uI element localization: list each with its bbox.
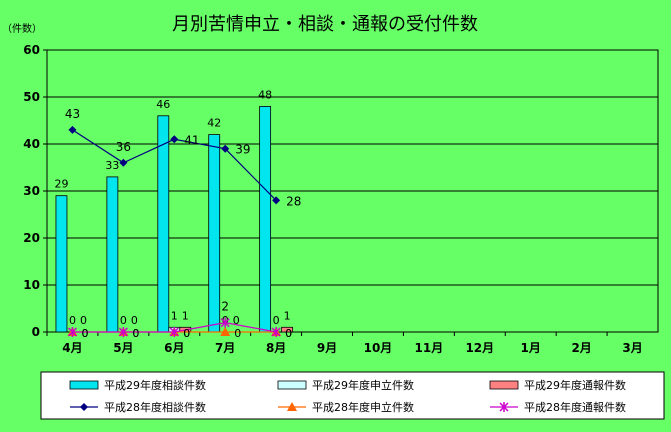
legend-box (40, 371, 665, 420)
bar-data-label: 1 (284, 309, 291, 322)
legend-swatch (277, 380, 307, 390)
legend-label: 平成29年度相談件数 (104, 378, 206, 392)
line-point (271, 327, 281, 337)
line-data-label: 43 (65, 107, 80, 121)
line-point (221, 144, 230, 153)
line-data-label: 0 (285, 327, 292, 340)
legend-marker (499, 402, 509, 412)
x-tick-label: 5月 (113, 341, 133, 355)
line-data-label: 0 (183, 327, 190, 340)
bar (157, 115, 170, 333)
bar-data-label: 0 (131, 314, 138, 327)
bar (55, 195, 68, 333)
line-data-label: 0 (81, 327, 88, 340)
legend-label: 平成28年度相談件数 (104, 400, 206, 414)
line-data-label: 0 (132, 327, 139, 340)
x-tick-label: 6月 (164, 341, 184, 355)
y-tick-label: 30 (23, 184, 40, 198)
line-data-label: 36 (116, 140, 131, 154)
bar-data-label: 29 (54, 178, 68, 191)
line-point (220, 327, 231, 336)
legend-label: 平成29年度申立件数 (312, 378, 414, 392)
line-point (170, 135, 179, 144)
legend: 平成29年度相談件数 平成29年度申立件数 平成29年度通報件数平成28年度相談件数… (40, 371, 665, 420)
bar-data-label: 0 (80, 314, 87, 327)
line-data-label: 0 (81, 327, 88, 340)
x-tick-label: 1月 (521, 341, 541, 355)
line-data-label: 0 (234, 327, 241, 340)
line-data-label: 41 (184, 133, 199, 147)
bar-data-label: 0 (69, 314, 76, 327)
line-point (118, 327, 128, 337)
bar-data-label: 1 (182, 309, 189, 322)
x-tick-label: 3月 (622, 341, 642, 355)
bar-data-label: 0 (233, 314, 240, 327)
y-tick-label: 50 (23, 90, 40, 104)
line-data-label: 0 (183, 327, 190, 340)
bar (106, 176, 119, 333)
line-point (119, 158, 128, 167)
bar-data-label: 0 (120, 314, 127, 327)
y-axis-label: （件数） (2, 22, 42, 35)
line-point (67, 327, 77, 337)
legend-swatch (489, 380, 519, 390)
y-tick-label: 20 (23, 231, 40, 245)
x-tick-label: 10月 (364, 341, 393, 355)
bar-data-label: 42 (207, 117, 221, 130)
x-tick-label: 7月 (215, 341, 235, 355)
bar (208, 134, 221, 333)
line-point (220, 317, 230, 328)
bar-data-label: 46 (156, 98, 170, 111)
line-data-label: 2 (221, 300, 229, 314)
legend-swatch (69, 380, 99, 390)
line-data-label: 28 (286, 194, 301, 208)
y-tick-label: 60 (23, 43, 40, 57)
x-tick-label: 11月 (415, 341, 444, 355)
line-data-label: 39 (235, 143, 250, 157)
x-tick-label: 8月 (266, 341, 286, 355)
line-point (68, 125, 77, 134)
legend-label: 平成29年度通報件数 (524, 378, 626, 392)
x-tick-label: 4月 (62, 341, 82, 355)
bar-data-label: 0 (273, 314, 280, 327)
line-point (169, 327, 179, 337)
line-point (272, 196, 281, 205)
bar-data-label: 48 (258, 88, 272, 101)
legend-marker (287, 402, 297, 411)
x-tick-label: 12月 (465, 341, 494, 355)
bar-data-label: 1 (171, 309, 178, 322)
bar-data-label: 33 (105, 159, 119, 172)
chart-title: 月別苦情申立・相談・通報の受付件数 (172, 14, 478, 35)
y-tick-label: 40 (23, 137, 40, 151)
x-tick-label: 9月 (317, 341, 337, 355)
line-data-label: 0 (285, 327, 292, 340)
bar (259, 106, 272, 333)
legend-label: 平成28年度申立件数 (312, 400, 414, 414)
bar (281, 326, 294, 333)
line-data-label: 0 (132, 327, 139, 340)
x-tick-label: 2月 (571, 341, 591, 355)
y-tick-label: 0 (32, 325, 40, 339)
legend-marker (80, 403, 88, 411)
y-tick-label: 10 (23, 278, 40, 292)
legend-label: 平成28年度通報件数 (524, 400, 626, 414)
